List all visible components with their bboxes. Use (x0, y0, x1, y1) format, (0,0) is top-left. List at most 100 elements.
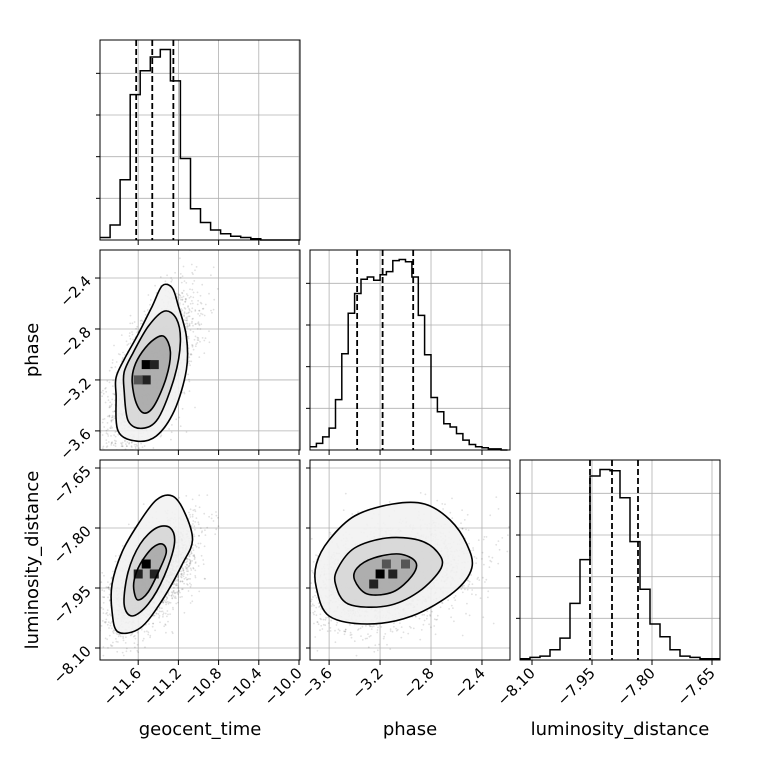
scatter-point (193, 554, 196, 556)
scatter-point (188, 322, 191, 325)
scatter-point (193, 555, 196, 557)
scatter-point (115, 640, 118, 643)
scatter-point (124, 439, 126, 442)
scatter-point (114, 435, 117, 438)
scatter-panel-phase-vs-geocent_time (97, 249, 301, 456)
scatter-point (108, 369, 111, 372)
scatter-point (120, 445, 123, 447)
scatter-point (193, 508, 196, 511)
scatter-point (97, 405, 99, 407)
x-tick-label: −7.80 (614, 664, 659, 709)
scatter-point (134, 447, 137, 450)
scatter-point (128, 332, 131, 334)
scatter-point (105, 432, 108, 435)
scatter-point (203, 577, 206, 580)
scatter-point (114, 555, 117, 557)
scatter-point (195, 323, 197, 325)
contour-line (114, 283, 189, 443)
scatter-point (100, 581, 103, 584)
scatter-point (199, 340, 201, 343)
scatter-point (198, 590, 201, 593)
scatter-point (185, 282, 188, 284)
scatter-point (119, 353, 121, 356)
scatter-point (210, 517, 213, 520)
scatter-point (171, 424, 173, 426)
scatter-point (188, 324, 191, 326)
scatter-point (191, 288, 194, 291)
scatter-point (108, 588, 110, 590)
scatter-point (122, 654, 125, 657)
scatter-point (199, 527, 202, 530)
scatter-point (216, 288, 219, 290)
scatter-point (179, 273, 182, 275)
scatter-point (186, 566, 189, 569)
scatter-point (110, 405, 112, 407)
scatter-point (183, 312, 186, 315)
scatter-point (183, 315, 186, 318)
scatter-point (158, 616, 161, 619)
scatter-point (110, 419, 113, 422)
scatter-point (112, 641, 114, 644)
scatter-point (190, 310, 193, 313)
scatter-point (112, 444, 115, 446)
scatter-point (114, 560, 117, 563)
scatter-point (109, 644, 112, 646)
scatter-point (103, 621, 106, 623)
scatter-point (107, 441, 110, 443)
scatter-point (171, 279, 174, 281)
scatter-point (101, 447, 104, 450)
scatter-point (204, 303, 207, 306)
scatter-point (194, 323, 197, 326)
scatter-panel-luminosity_distance-vs-geocent_time (99, 459, 301, 661)
scatter-point (113, 434, 115, 436)
scatter-point (184, 300, 187, 303)
scatter-point (102, 452, 104, 454)
scatter-point (113, 415, 116, 418)
scatter-point (102, 389, 104, 392)
scatter-point (198, 309, 201, 312)
scatter-point (125, 636, 127, 639)
histogram-geocent_time (96, 39, 301, 241)
scatter-point (172, 608, 175, 611)
scatter-point (129, 322, 132, 325)
scatter-point (148, 454, 150, 456)
scatter-point (188, 564, 191, 567)
scatter-point (194, 310, 197, 312)
grid-lines (100, 460, 300, 660)
scatter-point (111, 366, 113, 369)
scatter-point (108, 627, 110, 629)
scatter-point (188, 380, 191, 383)
scatter-point (181, 298, 184, 301)
scatter-point (126, 445, 128, 447)
scatter-point (188, 360, 191, 362)
scatter-point (177, 593, 179, 595)
scatter-point (211, 311, 213, 314)
scatter-point (188, 555, 191, 558)
panel-frame (99, 39, 301, 241)
scatter-point (118, 633, 120, 636)
scatter-point (188, 565, 190, 567)
scatter-point (186, 325, 189, 327)
scatter-point (217, 516, 219, 519)
y-tick-label: −2.4 (56, 272, 94, 310)
scatter-point (185, 319, 188, 322)
scatter-point (191, 547, 194, 549)
scatter-point (199, 294, 202, 297)
scatter-point (106, 433, 109, 435)
scatter-point (189, 559, 192, 562)
scatter-point (203, 339, 206, 342)
scatter-point (111, 398, 114, 401)
scatter-point (183, 571, 186, 574)
scatter-point (117, 353, 120, 355)
scatter-point (139, 454, 141, 456)
scatter-point (140, 322, 142, 325)
scatter-point (178, 293, 181, 296)
scatter-point (159, 435, 162, 438)
scatter-point (125, 650, 128, 653)
scatter-point (186, 573, 189, 576)
scatter-point (203, 352, 206, 355)
scatter-point (188, 356, 191, 359)
scatter-point (111, 385, 114, 387)
scatter-point (133, 321, 136, 323)
scatter-point (110, 621, 113, 623)
